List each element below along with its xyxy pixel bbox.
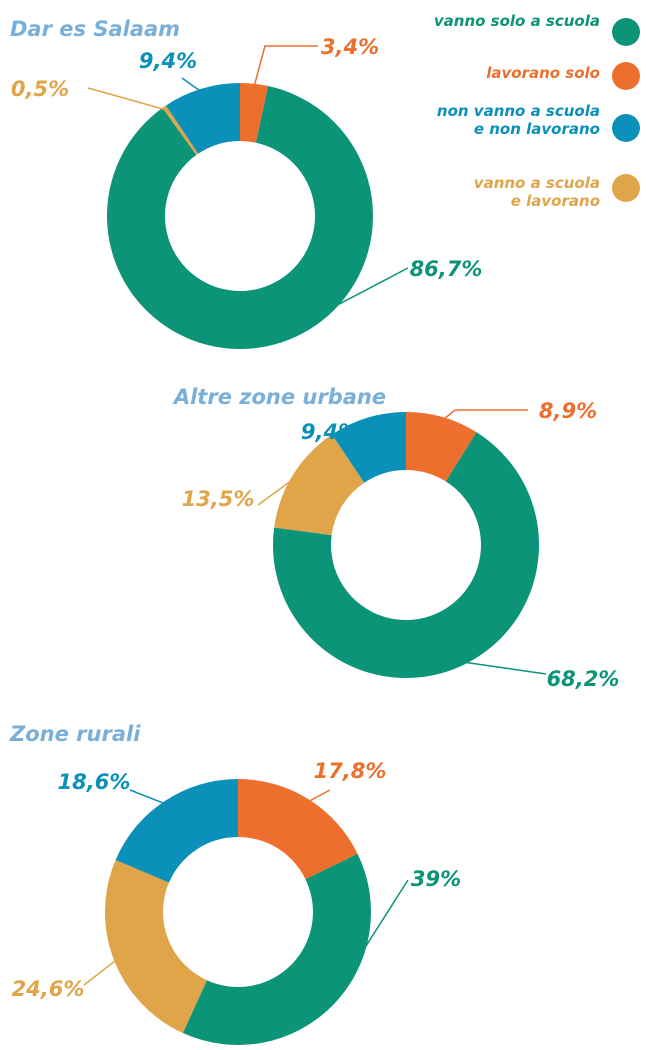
value-label: 9,4% (301, 420, 359, 444)
donut-segment (406, 412, 477, 482)
leader-line (87, 87, 167, 111)
donut-segment (105, 859, 207, 1034)
value-label: 9,4% (139, 49, 197, 73)
value-label: 18,6% (58, 770, 131, 794)
leader-line (265, 267, 409, 343)
donut-segment (115, 779, 238, 883)
donut-segment (273, 432, 540, 678)
donut-segment (107, 86, 374, 349)
leader-line (257, 476, 297, 506)
legend-label: lavorano solo (486, 64, 600, 82)
donut-segment (165, 83, 240, 154)
legend-swatch (612, 114, 640, 142)
value-label: 8,9% (539, 399, 597, 423)
leader-line (253, 45, 318, 88)
donut-segment (162, 105, 199, 156)
leader-line (129, 789, 168, 806)
donut-segment (238, 779, 358, 880)
chart-title: Altre zone urbane (172, 385, 386, 409)
leader-line (83, 958, 119, 986)
value-label: 0,5% (11, 77, 69, 101)
leader-line (329, 879, 409, 1003)
leader-line (181, 77, 203, 94)
value-label: 17,8% (314, 759, 387, 783)
value-label: 39% (411, 867, 461, 891)
chart-title: Zone rurali (9, 722, 141, 746)
legend-label: non vanno a scuola e non lavorano (436, 102, 600, 138)
leader-line (306, 789, 331, 804)
value-label: 13,5% (182, 487, 255, 511)
legend-swatch (612, 18, 640, 46)
leader-line (441, 409, 528, 422)
legend-label: vanno a scuola e lavorano (473, 174, 600, 210)
chart-title: Dar es Salaam (10, 17, 180, 41)
donut-segment (274, 434, 365, 536)
donut-segment (182, 853, 371, 1045)
value-label: 24,6% (12, 977, 85, 1001)
leader-line (460, 660, 547, 675)
legend-swatch (612, 62, 640, 90)
value-label: 86,7% (410, 257, 483, 281)
value-label: 68,2% (547, 667, 620, 691)
donut-segment (240, 83, 269, 143)
donut-segment (331, 412, 406, 483)
legend-label: vanno solo a scuola (433, 12, 600, 30)
legend-swatch (612, 174, 640, 202)
leader-line (349, 421, 370, 451)
value-label: 3,4% (321, 35, 379, 59)
